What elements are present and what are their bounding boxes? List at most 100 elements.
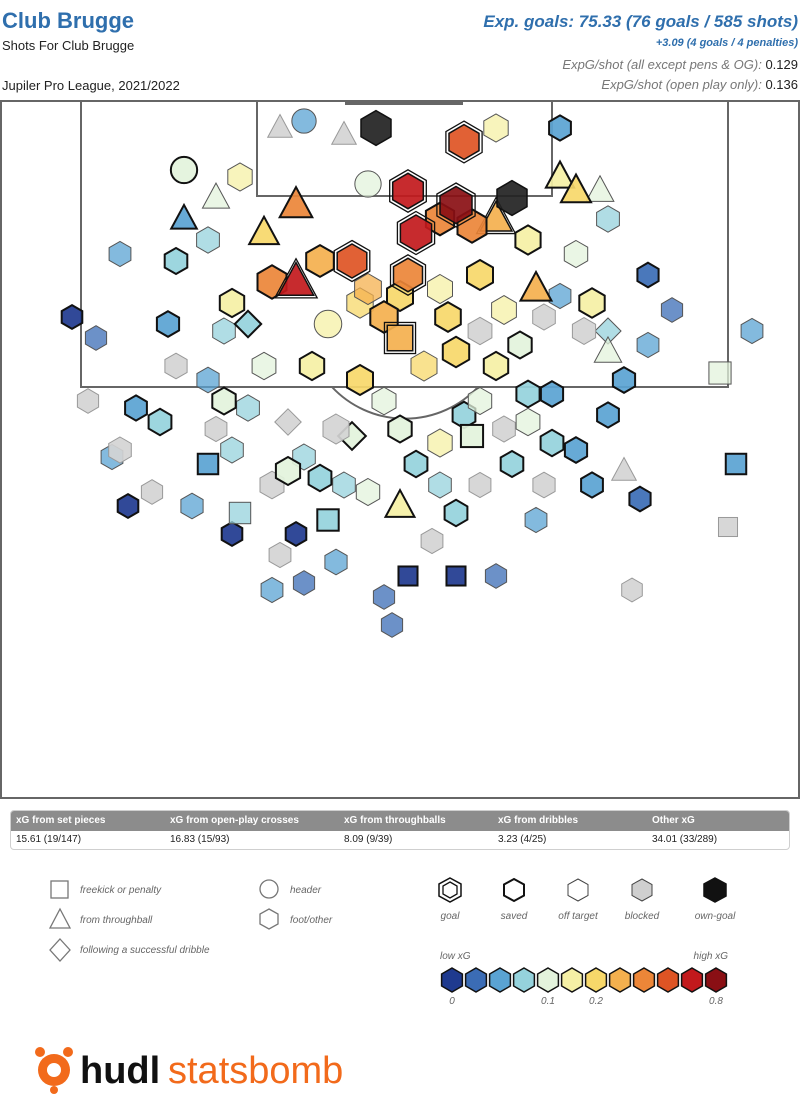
summary-header-crosses: xG from open-play crosses xyxy=(170,815,299,826)
xg-scale-swatch xyxy=(560,967,584,993)
shot-marker xyxy=(155,310,181,338)
xg-color-scale xyxy=(440,967,728,993)
shot-marker xyxy=(298,350,326,382)
goal-inner-ring xyxy=(442,881,458,899)
shot-marker xyxy=(596,205,620,233)
shot-marker xyxy=(211,386,237,416)
own-goal-icon xyxy=(703,877,727,903)
shot-marker xyxy=(220,520,244,548)
shot-marker xyxy=(354,170,382,198)
triangle-icon xyxy=(48,907,72,929)
saved-icon xyxy=(503,877,525,903)
shot-marker xyxy=(218,287,246,319)
hudl-statsbomb-logo: hudl statsbomb xyxy=(35,1047,343,1094)
shot-marker xyxy=(544,159,576,189)
shot-marker xyxy=(445,120,483,164)
shot-marker xyxy=(266,113,294,138)
shot-marker xyxy=(164,352,188,380)
legend-xg-scale: low xG high xG 0 0.1 0.2 0.8 xyxy=(440,951,728,1007)
shot-marker xyxy=(292,570,316,596)
pitch-outline xyxy=(0,100,800,799)
shot-marker xyxy=(740,317,764,345)
summary-header-throughballs: xG from throughballs xyxy=(344,815,446,826)
xg-per-shot: ExpG/shot (all except pens & OG): 0.129 xyxy=(562,57,798,72)
shot-marker xyxy=(371,386,397,416)
shot-marker xyxy=(532,303,556,331)
shot-marker xyxy=(539,428,565,458)
legend-label-foot: foot/other xyxy=(290,915,333,926)
shot-marker xyxy=(548,282,572,310)
shot-marker xyxy=(475,196,517,235)
scale-low-label: low xG xyxy=(440,951,471,962)
shot-marker xyxy=(563,239,589,269)
shot-marker xyxy=(484,563,508,589)
shot-marker xyxy=(169,202,199,230)
shot-marker xyxy=(492,415,516,443)
legend-outcomes: goal saved off target blocked own-goal xyxy=(438,877,736,922)
circle-icon xyxy=(259,879,279,899)
shot-marker xyxy=(467,386,493,416)
shot-marker xyxy=(360,109,392,147)
xg-scale-swatch xyxy=(680,967,704,993)
shot-marker xyxy=(201,182,231,209)
square-icon xyxy=(50,880,69,899)
legend-outcome-own-goal: own-goal xyxy=(695,911,736,922)
shot-marker xyxy=(316,508,340,532)
summary-header-set-pieces: xG from set pieces xyxy=(16,815,106,826)
shot-marker xyxy=(559,172,593,204)
shot-marker xyxy=(628,485,652,513)
legend-label-header: header xyxy=(290,885,322,896)
legend-shapes: freekick or penalty from throughball fol… xyxy=(48,879,333,962)
bomb-icon xyxy=(35,1047,73,1094)
xg-scale-swatch xyxy=(584,967,608,993)
shot-marker xyxy=(427,428,453,458)
shot-marker xyxy=(380,612,404,638)
shot-marker xyxy=(578,287,606,319)
shot-marker xyxy=(548,114,572,142)
shot-marker xyxy=(482,350,510,382)
shot-marker xyxy=(313,309,343,339)
shot-marker xyxy=(515,407,541,437)
shot-marker xyxy=(468,471,492,499)
summary-header-row: xG from set pieces xG from open-play cro… xyxy=(11,811,789,831)
shot-marker xyxy=(355,477,381,507)
legend-label-dribble: following a successful dribble xyxy=(80,945,210,956)
shot-marker xyxy=(84,325,108,351)
shot-marker xyxy=(397,565,419,587)
shot-marker xyxy=(204,415,228,443)
scale-high-label: high xG xyxy=(694,951,729,962)
shot-marker xyxy=(274,408,302,436)
shot-marker xyxy=(322,413,350,445)
shot-marker xyxy=(383,321,417,355)
shot-marker xyxy=(636,261,660,289)
shot-marker xyxy=(524,506,548,534)
xg-per-shot-value: 0.129 xyxy=(765,57,798,72)
summary-value-set-pieces: 15.61 (19/147) xyxy=(16,834,82,845)
xg-scale-swatch xyxy=(488,967,512,993)
off-target-icon xyxy=(567,878,589,902)
shot-marker xyxy=(108,436,132,464)
summary-header-dribbles: xG from dribbles xyxy=(498,815,579,826)
shot-marker xyxy=(389,169,427,213)
shot-marker xyxy=(466,258,494,292)
shot-marker xyxy=(169,155,199,185)
shot-marker xyxy=(596,401,620,429)
shot-marker xyxy=(389,254,427,296)
shot-marker xyxy=(140,479,164,505)
shot-marker xyxy=(372,584,396,610)
shot-marker xyxy=(354,272,382,306)
shot-marker xyxy=(333,239,371,283)
xg-summary-table: xG from set pieces xG from open-play cro… xyxy=(10,810,790,850)
shot-marker xyxy=(443,498,469,528)
competition-label: Jupiler Pro League, 2021/2022 xyxy=(2,78,180,93)
shot-marker xyxy=(180,492,204,520)
shot-marker xyxy=(434,301,462,333)
xg-headline: Exp. goals: 75.33 (76 goals / 585 shots) xyxy=(483,12,798,31)
legend-outcome-saved: saved xyxy=(501,911,528,922)
shot-marker xyxy=(330,120,358,145)
summary-value-other: 34.01 (33/289) xyxy=(652,834,718,845)
shot-marker xyxy=(563,436,589,464)
shot-marker xyxy=(196,452,220,476)
summary-value-throughballs: 8.09 (9/39) xyxy=(344,834,393,845)
shot-marker xyxy=(228,501,252,525)
